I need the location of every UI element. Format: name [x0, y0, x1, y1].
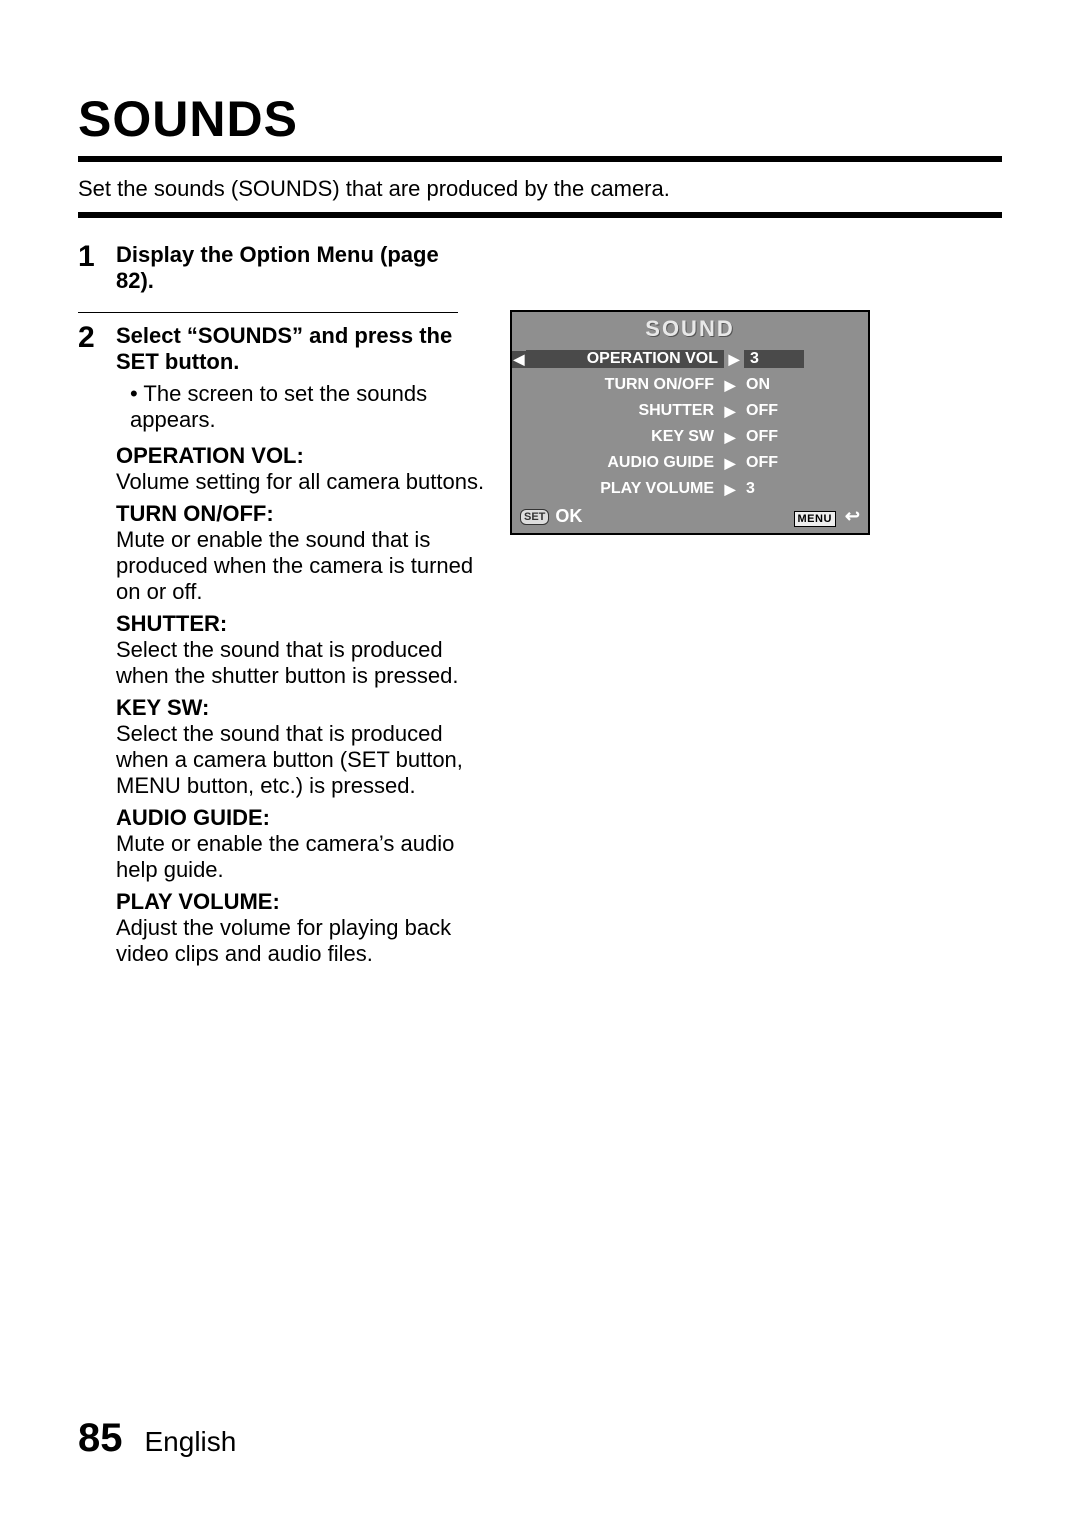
step-number: 2 [78, 323, 116, 353]
definition-text: Adjust the volume for playing back video… [116, 915, 498, 967]
definition-text: Select the sound that is produced when t… [116, 637, 498, 689]
definition-text: Mute or enable the sound that is produce… [116, 527, 498, 605]
definition-label: OPERATION VOL: [116, 443, 498, 469]
lcd-row: PLAY VOLUME▶3 [512, 476, 868, 502]
right-arrow-icon: ▶ [720, 455, 740, 472]
return-icon: ↩ [845, 506, 860, 526]
definition-list: OPERATION VOL:Volume setting for all cam… [116, 443, 498, 967]
definition-label: SHUTTER: [116, 611, 498, 637]
definition-label: AUDIO GUIDE: [116, 805, 498, 831]
right-arrow-icon: ▶ [720, 403, 740, 420]
definition-label: PLAY VOLUME: [116, 889, 498, 915]
step-bullet: • The screen to set the sounds appears. [130, 381, 498, 433]
left-arrow-icon: ◀ [512, 351, 526, 368]
lcd-row-label: TURN ON/OFF [526, 376, 720, 394]
lcd-row-value: OFF [740, 402, 800, 420]
set-icon: SET [520, 509, 549, 525]
lcd-row: SHUTTER▶OFF [512, 398, 868, 424]
lcd-row-label: OPERATION VOL [526, 350, 724, 368]
definition-label: TURN ON/OFF: [116, 501, 498, 527]
lcd-row: KEY SW▶OFF [512, 424, 868, 450]
page-number: 85 [78, 1416, 123, 1461]
lcd-row-value: 3 [744, 350, 804, 368]
lcd-row-value: ON [740, 376, 800, 394]
right-arrow-icon: ▶ [720, 377, 740, 394]
bullet-icon: • [130, 381, 138, 406]
lcd-row-label: PLAY VOLUME [526, 480, 720, 498]
step-2: 2 Select “SOUNDS” and press the SET butt… [78, 313, 498, 985]
right-arrow-icon: ▶ [724, 351, 744, 368]
divider [78, 212, 1002, 218]
lcd-screen: SOUND ◀OPERATION VOL▶3TURN ON/OFF▶ONSHUT… [510, 310, 870, 535]
lcd-row-label: SHUTTER [526, 402, 720, 420]
intro-text: Set the sounds (SOUNDS) that are produce… [78, 176, 1002, 202]
definition-text: Volume setting for all camera buttons. [116, 469, 498, 495]
bullet-text: The screen to set the sounds appears. [130, 381, 427, 432]
lcd-row: TURN ON/OFF▶ON [512, 372, 868, 398]
lcd-row-value: OFF [740, 428, 800, 446]
step-1: 1 Display the Option Menu (page 82). [78, 232, 458, 313]
definition-text: Select the sound that is produced when a… [116, 721, 498, 799]
lcd-row-label: KEY SW [526, 428, 720, 446]
lcd-row: ◀OPERATION VOL▶3 [512, 346, 868, 372]
definition-text: Mute or enable the camera’s audio help g… [116, 831, 498, 883]
lcd-title: SOUND [512, 312, 868, 346]
step-title: Select “SOUNDS” and press the SET button… [116, 323, 498, 375]
lcd-footer: SET OK MENU ↩ [512, 502, 868, 533]
lcd-row-value: OFF [740, 454, 800, 472]
step-title: Display the Option Menu (page 82). [116, 242, 439, 293]
lcd-row: AUDIO GUIDE▶OFF [512, 450, 868, 476]
step-number: 1 [78, 242, 116, 272]
lcd-row-value: 3 [740, 480, 800, 498]
page-title: SOUNDS [78, 90, 1002, 162]
right-arrow-icon: ▶ [720, 429, 740, 446]
page-footer: 85 English [78, 1416, 236, 1461]
definition-label: KEY SW: [116, 695, 498, 721]
language-label: English [145, 1426, 237, 1458]
lcd-row-label: AUDIO GUIDE [526, 454, 720, 472]
right-arrow-icon: ▶ [720, 481, 740, 498]
menu-icon: MENU [794, 511, 836, 527]
ok-label: OK [555, 506, 582, 527]
